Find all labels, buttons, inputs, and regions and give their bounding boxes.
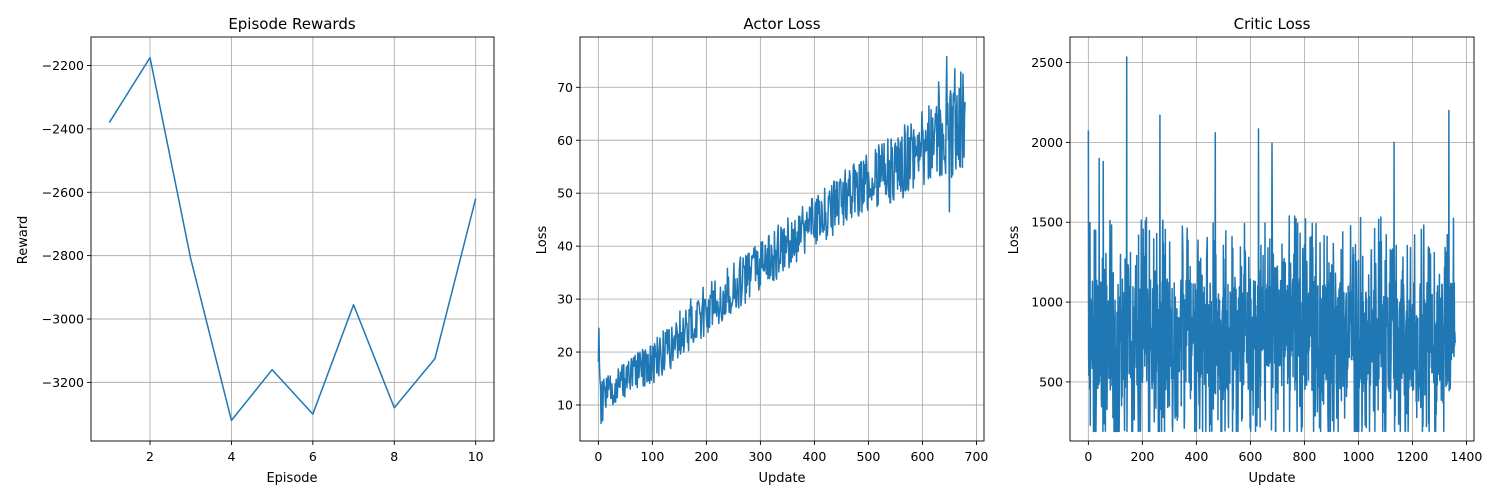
x-tick-label: 500 bbox=[856, 449, 880, 464]
tick-layer: 0 200 400 600 800 1000 1200 1400 500 1000 1500 2000… bbox=[1031, 55, 1482, 464]
x-tick-label: 200 bbox=[1130, 449, 1154, 464]
y-tick-label: −2600 bbox=[42, 185, 84, 200]
plot-frame bbox=[1069, 36, 1475, 442]
y-tick-label: 50 bbox=[557, 186, 573, 201]
y-tick-label: 2500 bbox=[1031, 55, 1063, 70]
series-layer bbox=[108, 56, 477, 422]
y-axis-label: Loss bbox=[1007, 226, 1022, 255]
series-layer bbox=[597, 55, 966, 425]
x-tick-label: 800 bbox=[1292, 449, 1316, 464]
y-tick-label: 60 bbox=[557, 133, 573, 148]
y-axis-label: Reward bbox=[16, 216, 31, 264]
x-tick-label: 200 bbox=[694, 449, 718, 464]
chart-title: Critic Loss bbox=[1234, 15, 1311, 33]
x-tick-label: 6 bbox=[309, 449, 317, 464]
y-tick-label: 40 bbox=[557, 239, 573, 254]
series-line bbox=[108, 56, 477, 422]
x-tick-label: 400 bbox=[802, 449, 826, 464]
x-tick-label: 600 bbox=[910, 449, 934, 464]
x-axis-label: Update bbox=[758, 471, 805, 486]
x-tick-label: 700 bbox=[965, 449, 989, 464]
y-tick-label: 2000 bbox=[1031, 135, 1063, 150]
gridlines bbox=[91, 37, 494, 441]
x-tick-label: 0 bbox=[594, 449, 602, 464]
chart-episode-rewards: Episode Rewards Episode Reward 2 4 6 8 10 −32… bbox=[16, 15, 495, 486]
plot-frame bbox=[90, 36, 495, 442]
y-tick-label: −2400 bbox=[42, 121, 84, 136]
x-tick-label: 2 bbox=[146, 449, 154, 464]
y-tick-label: 10 bbox=[557, 397, 573, 412]
x-axis-label: Episode bbox=[266, 471, 317, 486]
plot-frame bbox=[579, 36, 985, 442]
chart-title: Episode Rewards bbox=[228, 15, 356, 33]
chart-title: Actor Loss bbox=[743, 15, 820, 33]
y-tick-label: −3200 bbox=[42, 375, 84, 390]
x-tick-label: 8 bbox=[390, 449, 398, 464]
series-line bbox=[597, 55, 966, 425]
gridlines bbox=[580, 37, 984, 441]
x-tick-label: 1000 bbox=[1343, 449, 1375, 464]
y-tick-label: 20 bbox=[557, 345, 573, 360]
x-tick-label: 1400 bbox=[1451, 449, 1483, 464]
x-tick-label: 400 bbox=[1184, 449, 1208, 464]
x-tick-label: 10 bbox=[468, 449, 484, 464]
series-layer bbox=[1087, 56, 1457, 433]
y-tick-label: 70 bbox=[557, 80, 573, 95]
chart-actor-loss: Actor Loss Update Loss 0 100 200 300 400 500 6… bbox=[535, 15, 988, 486]
y-tick-label: 30 bbox=[557, 292, 573, 307]
x-tick-label: 100 bbox=[640, 449, 664, 464]
x-tick-label: 0 bbox=[1084, 449, 1092, 464]
y-axis-label: Loss bbox=[535, 226, 550, 255]
y-tick-label: −2200 bbox=[42, 58, 84, 73]
y-tick-label: −3000 bbox=[42, 312, 84, 327]
tick-layer: 2 4 6 8 10 −3200 −3000 −2800 −2600 −2400 −2200 bbox=[42, 58, 484, 464]
y-tick-label: 1500 bbox=[1031, 215, 1063, 230]
x-tick-label: 1200 bbox=[1397, 449, 1429, 464]
x-tick-label: 4 bbox=[227, 449, 235, 464]
x-axis-label: Update bbox=[1248, 471, 1295, 486]
series-line bbox=[1087, 56, 1457, 433]
x-tick-label: 300 bbox=[748, 449, 772, 464]
tick-layer: 0 100 200 300 400 500 600 700 10 20 30 40 50 60 70 bbox=[557, 80, 988, 464]
y-tick-label: −2800 bbox=[42, 248, 84, 263]
x-tick-label: 600 bbox=[1238, 449, 1262, 464]
y-tick-label: 500 bbox=[1039, 374, 1063, 389]
y-tick-label: 1000 bbox=[1031, 295, 1063, 310]
chart-critic-loss: Critic Loss Update Loss 0 200 400 600 800 100… bbox=[1007, 15, 1482, 486]
